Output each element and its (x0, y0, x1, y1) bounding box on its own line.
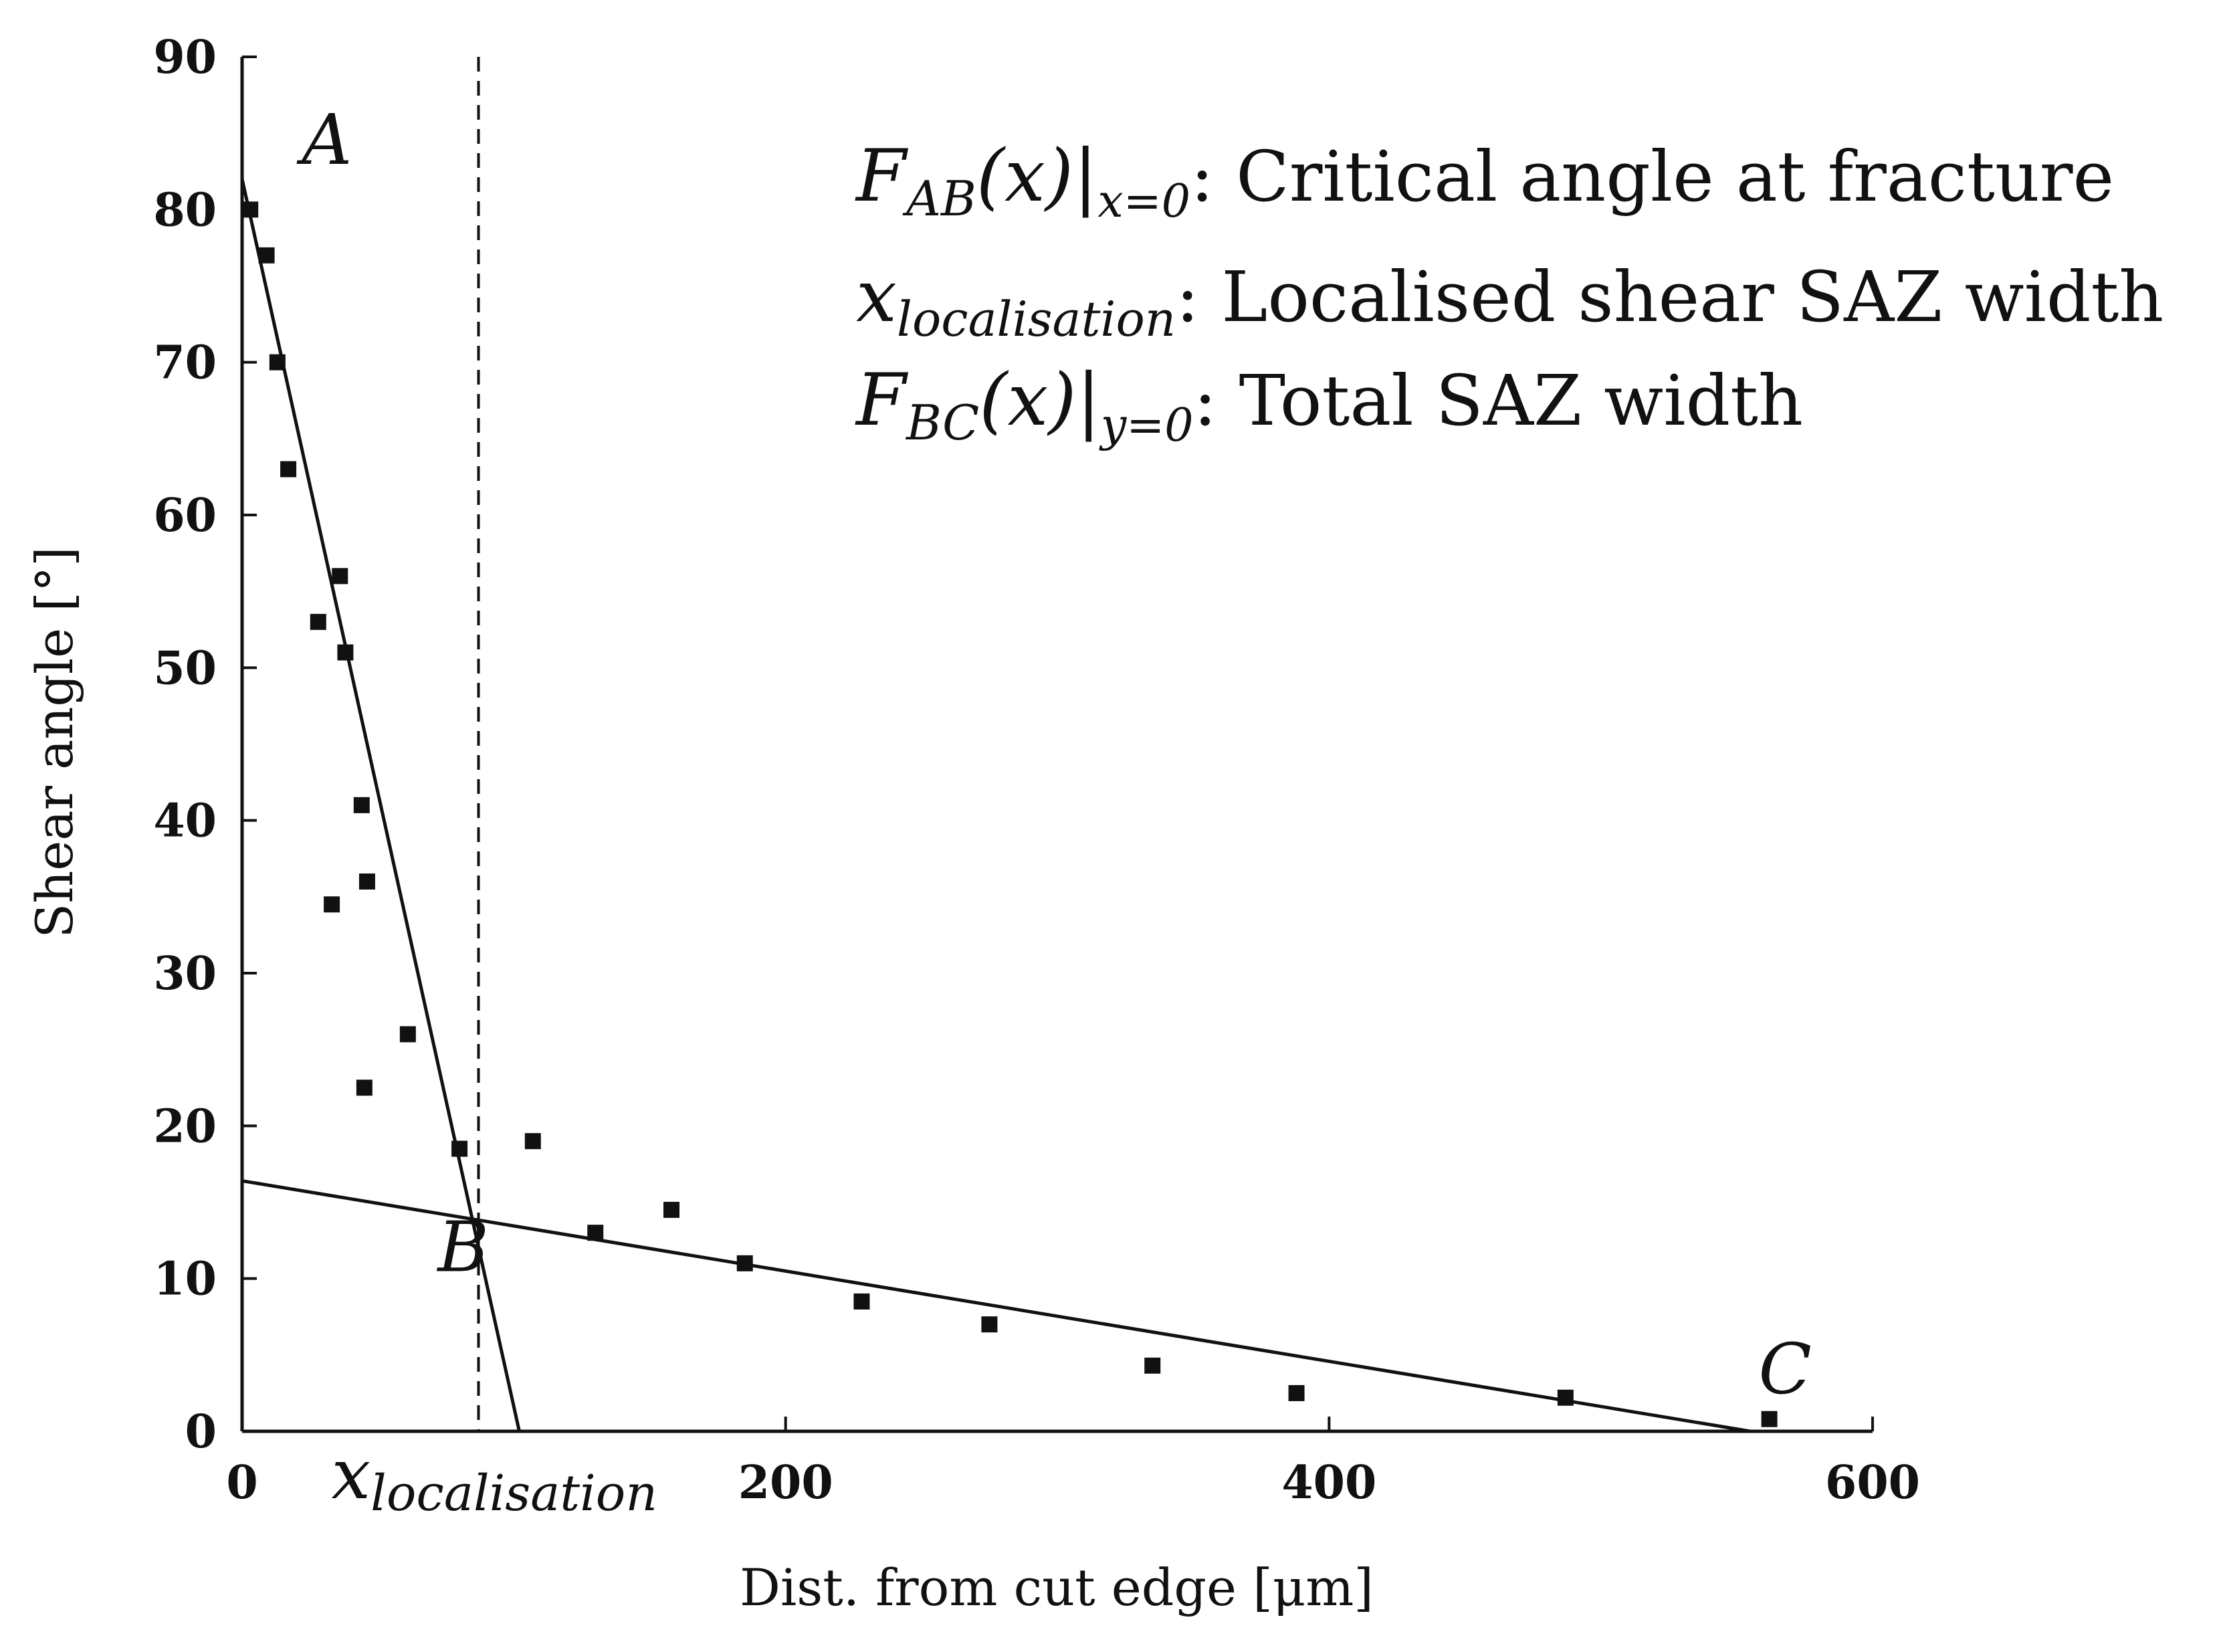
annotation-3: FBC(x)|y=0: Total SAZ width (855, 358, 1803, 452)
y-tick-label: 60 (153, 489, 217, 542)
y-tick-label: 20 (153, 1100, 217, 1153)
data-point (258, 247, 275, 264)
annotation-legend: FAB(x)|x=0: Critical angle at fracture xl… (855, 134, 2164, 452)
y-tick-label: 70 (153, 336, 217, 390)
fit-lines (240, 179, 1751, 1433)
y-tick-label: 40 (153, 795, 217, 848)
y-ticks: 0 10 20 30 40 50 60 70 80 90 (153, 31, 257, 1459)
point-label-b: B (437, 1206, 489, 1287)
x-tick-label: 400 (1281, 1456, 1376, 1510)
y-axis-title: Shear angle [°] (25, 546, 84, 938)
x-axis-title: Dist. from cut edge [μm] (740, 1558, 1374, 1617)
data-point (451, 1140, 468, 1157)
y-tick-label: 0 (185, 1405, 217, 1459)
fit-line-ab (240, 179, 521, 1432)
y-tick-label: 90 (153, 31, 217, 84)
data-point (358, 873, 375, 890)
x-ticks: 0 200 400 600 (226, 1417, 1920, 1510)
data-point (332, 568, 348, 585)
data-point (1144, 1357, 1161, 1374)
localisation-tick-label: xlocalisation (332, 1433, 657, 1522)
data-point (663, 1201, 680, 1218)
x-tick-label: 200 (738, 1456, 833, 1510)
x-tick-label: 0 (226, 1456, 257, 1510)
data-point (853, 1293, 870, 1310)
data-point (1288, 1384, 1305, 1401)
data-point (337, 644, 354, 661)
data-point (269, 354, 286, 371)
y-tick-label: 80 (153, 183, 217, 237)
y-tick-label: 10 (153, 1253, 217, 1306)
data-points (242, 201, 1778, 1427)
data-point (280, 461, 297, 478)
data-point (736, 1255, 753, 1271)
point-labels: A B C (296, 99, 1812, 1410)
data-point (242, 201, 259, 218)
point-label-a: A (296, 99, 352, 181)
data-point (981, 1316, 998, 1333)
y-tick-label: 30 (153, 947, 217, 1001)
localisation-reference: xlocalisation (332, 57, 657, 1522)
data-point (353, 797, 370, 813)
axes (240, 57, 1873, 1433)
annotation-2: xlocalisation: Localised shear SAZ width (856, 255, 2164, 347)
data-point (524, 1133, 541, 1150)
data-point (587, 1225, 604, 1241)
y-tick-label: 50 (153, 641, 217, 695)
data-point (1557, 1389, 1574, 1406)
data-point (399, 1026, 416, 1043)
data-point (1761, 1411, 1778, 1427)
annotation-1: FAB(x)|x=0: Critical angle at fracture (855, 134, 2114, 228)
point-label-c: C (1758, 1328, 1812, 1410)
fit-line-bc (241, 1179, 1751, 1433)
data-point (324, 896, 340, 913)
data-point (310, 613, 326, 630)
data-point (356, 1079, 373, 1096)
x-tick-label: 600 (1825, 1456, 1920, 1510)
